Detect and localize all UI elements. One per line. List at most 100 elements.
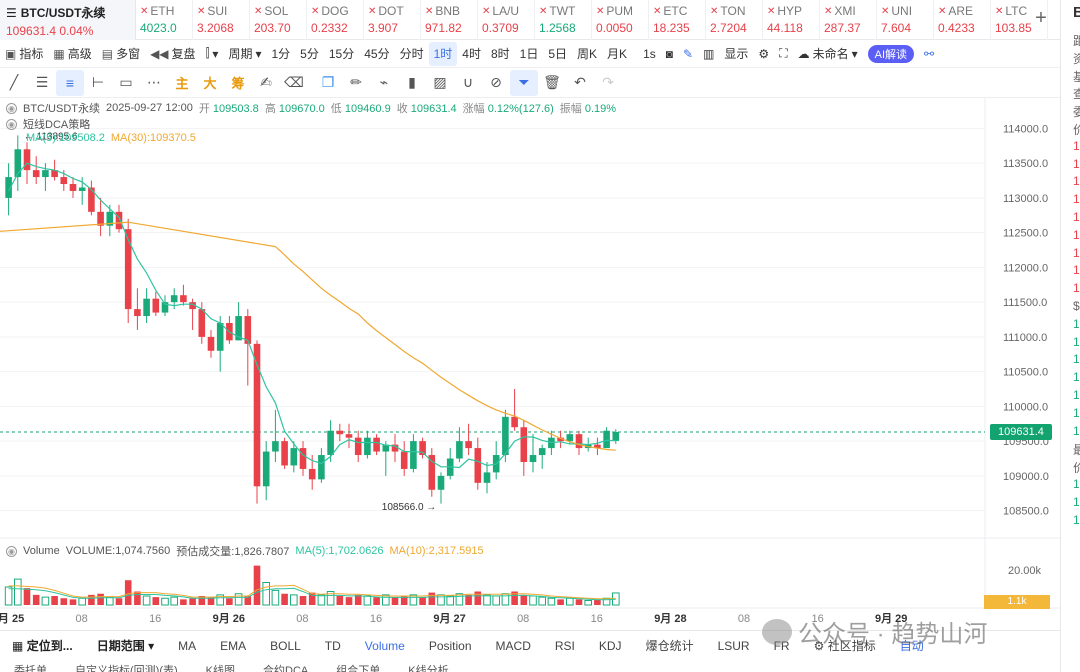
close-icon[interactable]: ✕ — [881, 5, 890, 17]
indicator-tab-fr[interactable]: FR — [773, 638, 790, 653]
auto-scale-button[interactable]: 自动 — [899, 639, 924, 653]
copy-icon[interactable]: ❐ — [321, 74, 335, 90]
eye-icon[interactable]: ◉ — [6, 545, 17, 557]
settings-icon[interactable]: ⚙ — [758, 46, 770, 61]
bar-chart-icon[interactable]: ▮ — [408, 74, 416, 90]
ticker-item-dog[interactable]: ✕ DOG 0.2332 — [307, 0, 364, 40]
trash-icon[interactable]: 🗑 — [543, 74, 561, 90]
image-icon[interactable]: ▨ — [433, 74, 447, 90]
indicator-tab-爆仓统计[interactable]: 爆仓统计 — [645, 639, 694, 653]
eye-icon[interactable]: ◉ — [6, 102, 17, 114]
ticker-item-twt[interactable]: ✕ TWT 1.2568 — [535, 0, 592, 40]
more-tools-icon[interactable]: ⋯ — [147, 74, 161, 90]
period-2[interactable]: 15分 — [328, 47, 355, 61]
period-7[interactable]: 8时 — [490, 47, 510, 61]
horizontal-lines-icon[interactable]: ☰ — [35, 74, 49, 90]
close-icon[interactable]: ✕ — [995, 5, 1004, 17]
share-icon[interactable]: ⚯ — [924, 46, 935, 61]
close-icon[interactable]: ✕ — [197, 5, 206, 17]
ticker-item-ton[interactable]: ✕ TON 2.7204 — [706, 0, 763, 40]
close-icon[interactable]: ✕ — [254, 5, 263, 17]
ticker-item-bnb[interactable]: ✕ BNB 971.82 — [421, 0, 478, 40]
eraser-icon[interactable]: ⌫ — [284, 74, 304, 90]
lock-icon[interactable]: ⊘ — [490, 74, 502, 90]
ticker-item-sui[interactable]: ✕ SUI 3.2068 — [193, 0, 250, 40]
ai-explain-button[interactable]: AI解读 — [863, 42, 919, 66]
close-icon[interactable]: ✕ — [140, 5, 149, 17]
magnet-icon[interactable]: ∪ — [462, 74, 474, 90]
ticker-item-xmi[interactable]: ✕ XMI 287.37 — [820, 0, 877, 40]
rectangle-icon[interactable]: ▭ — [119, 74, 133, 90]
close-icon[interactable]: ✕ — [938, 5, 947, 17]
ticker-main-btc[interactable]: ☰ BTC/USDT永续 109631.4 0.04% — [0, 0, 136, 40]
multi-window-button[interactable]: ▤ 多窗 — [101, 46, 141, 62]
indicator-tab-rsi[interactable]: RSI — [554, 638, 575, 653]
pencil-icon[interactable]: ✎ — [683, 46, 694, 61]
sub-tab-4[interactable]: 组合下单 — [336, 665, 381, 672]
period-4[interactable]: 分时 — [399, 47, 424, 61]
period-6[interactable]: 4时 — [462, 47, 481, 61]
period-dropdown[interactable]: 周期 ▾ — [228, 46, 262, 62]
filter-icon[interactable]: ⏷ — [510, 69, 538, 96]
close-icon[interactable]: ✕ — [368, 5, 377, 17]
eye-icon[interactable]: ◉ — [6, 118, 17, 130]
indicators-button[interactable]: ▣ 指标 — [5, 46, 44, 62]
candlestick-chart[interactable]: 114000.0 113500.0 113000.0 112500.0 112000.0… — [0, 98, 1060, 628]
fullscreen-icon[interactable]: ⛶ — [779, 46, 788, 60]
indicator-tab-td[interactable]: TD — [324, 638, 341, 653]
ticker-item-uni[interactable]: ✕ UNI 7.604 — [877, 0, 934, 40]
ticker-item-eth[interactable]: ✕ ETH 4023.0 — [136, 0, 193, 40]
brush-icon[interactable]: ⌁ — [379, 74, 389, 90]
close-icon[interactable]: ✕ — [710, 5, 719, 17]
indicator-tab-macd[interactable]: MACD — [495, 638, 531, 653]
indicator-tab-volume[interactable]: Volume — [364, 638, 405, 653]
close-icon[interactable]: ✕ — [653, 5, 662, 17]
ticker-item-etc[interactable]: ✕ ETC 18.235 — [649, 0, 706, 40]
ticker-item-ltc[interactable]: ✕ LTC 103.85 — [991, 0, 1048, 40]
chart-type-button[interactable]: ⫿ ▾ — [201, 42, 224, 66]
sub-tab-1[interactable]: 自定义指标(回测)(表) — [75, 665, 178, 672]
edit-shape-icon[interactable]: ✍ — [260, 74, 272, 90]
pencil-draw-icon[interactable]: ✏ — [350, 74, 362, 90]
sub-tab-0[interactable]: 委托单 — [14, 665, 47, 672]
ticker-item-dot[interactable]: ✕ DOT 3.907 — [364, 0, 421, 40]
redo-icon[interactable]: ↷ — [602, 74, 614, 90]
camera-icon[interactable]: ◙ — [665, 46, 673, 61]
close-icon[interactable]: ✕ — [539, 5, 548, 17]
community-indicators-button[interactable]: ⚙ 社区指标 — [813, 638, 876, 654]
ticker-item-pum[interactable]: ✕ PUM 0.0050 — [592, 0, 649, 40]
undo-icon[interactable]: ↶ — [574, 74, 586, 90]
close-icon[interactable]: ✕ — [311, 5, 320, 17]
indicator-tab-position[interactable]: Position — [428, 638, 472, 653]
horizontal-ray-icon[interactable]: ⊢ — [91, 74, 105, 90]
period-11[interactable]: 月K — [607, 47, 628, 61]
parallel-lines-icon[interactable]: ≡ — [56, 69, 84, 96]
period-10[interactable]: 周K — [577, 47, 598, 61]
indicator-tab-ma[interactable]: MA — [178, 638, 197, 653]
sub-tab-5[interactable]: K线分析 — [408, 665, 449, 672]
ticker-item-lau[interactable]: ✕ LA/U 0.3709 — [478, 0, 535, 40]
draw-tool-big[interactable]: 大 — [203, 76, 217, 91]
cloud-save-button[interactable]: ☁ 未命名 ▾ — [797, 46, 858, 62]
close-icon[interactable]: ✕ — [767, 5, 776, 17]
period-9[interactable]: 5日 — [548, 47, 568, 61]
draw-tool-main[interactable]: 主 — [175, 76, 189, 91]
indicator-tab-boll[interactable]: BOLL — [270, 638, 301, 653]
display-button[interactable]: 显示 — [724, 47, 749, 61]
sub-tab-2[interactable]: K线图 — [205, 665, 235, 672]
locate-button[interactable]: ▦ 定位到... — [12, 638, 73, 654]
period-3[interactable]: 45分 — [364, 47, 390, 61]
close-icon[interactable]: ✕ — [824, 5, 833, 17]
seconds-button[interactable]: 1s — [643, 46, 656, 61]
close-icon[interactable]: ✕ — [482, 5, 491, 17]
indicator-tab-kdj[interactable]: KDJ — [598, 638, 622, 653]
ticker-item-sol[interactable]: ✕ SOL 203.70 — [250, 0, 307, 40]
layout-icon[interactable]: ▥ — [703, 46, 715, 61]
indicator-tab-lsur[interactable]: LSUR — [717, 638, 750, 653]
period-0[interactable]: 1分 — [271, 47, 291, 61]
period-8[interactable]: 1日 — [519, 47, 539, 61]
close-icon[interactable]: ✕ — [425, 5, 434, 17]
replay-button[interactable]: ◀◀ 复盘 — [150, 46, 196, 62]
date-range-dropdown[interactable]: 日期范围 ▾ — [96, 638, 155, 654]
ticker-item-hyp[interactable]: ✕ HYP 44.118 — [763, 0, 820, 40]
